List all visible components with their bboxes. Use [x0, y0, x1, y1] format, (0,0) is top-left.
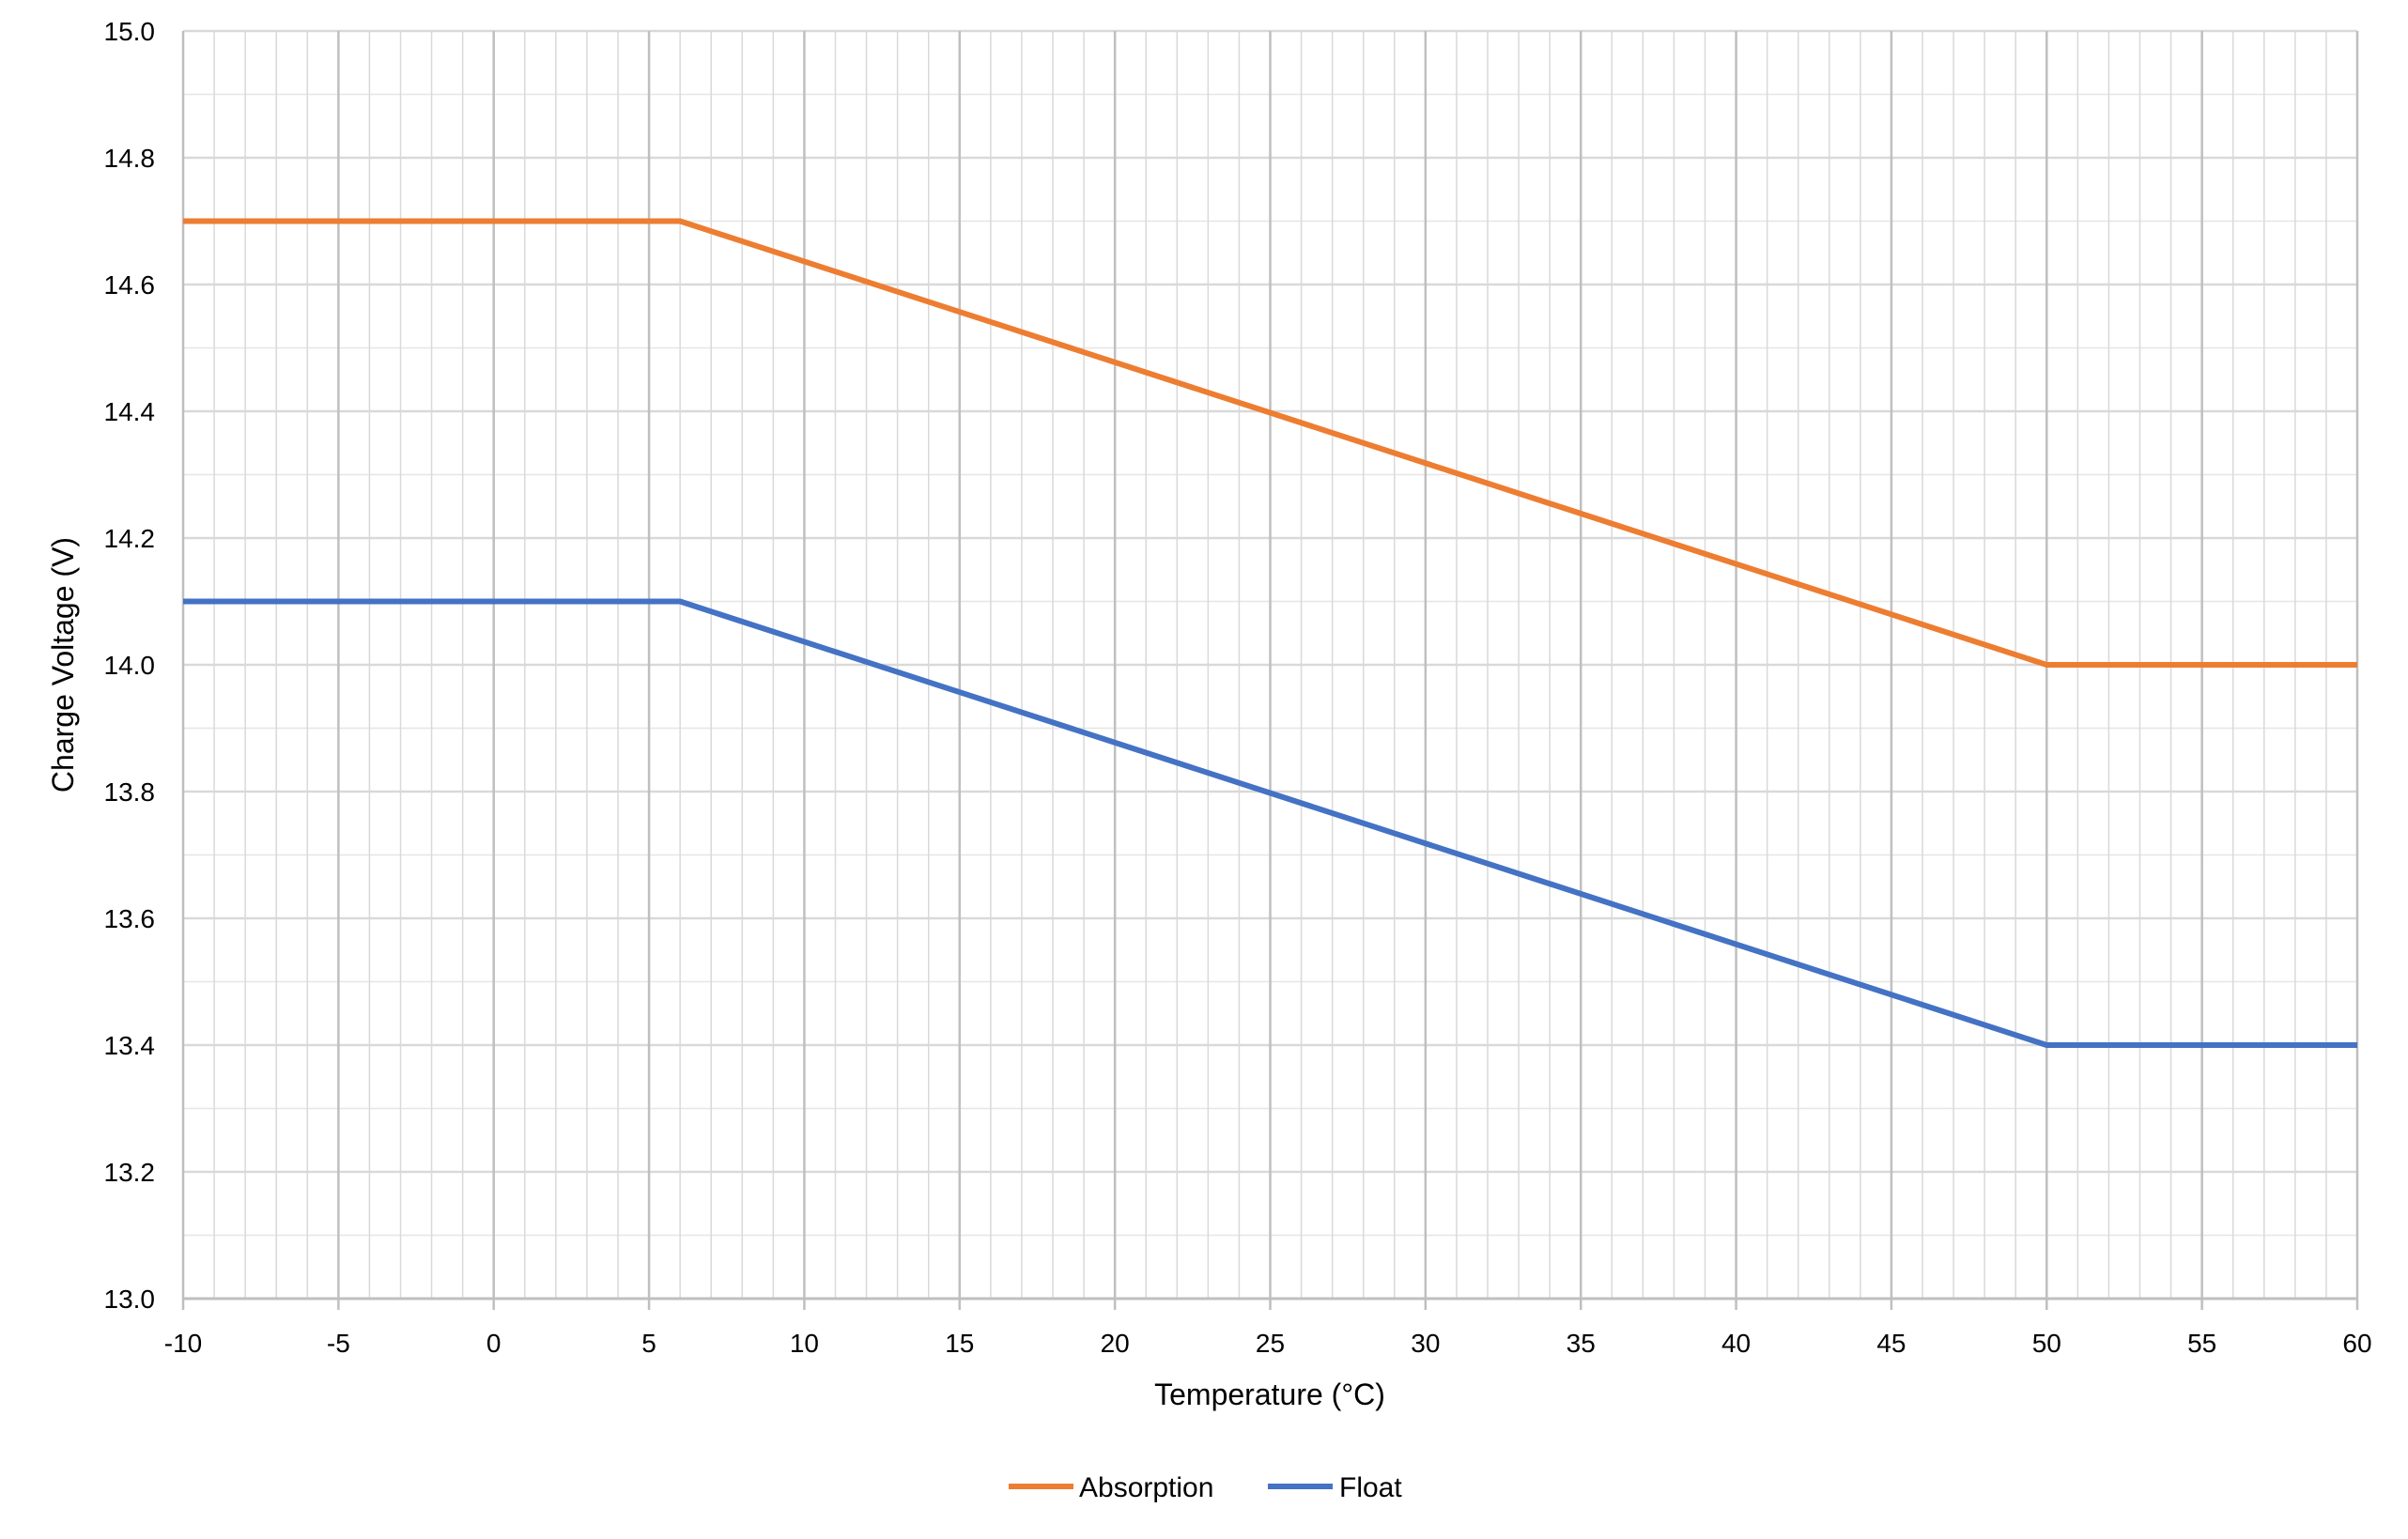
legend-label-absorption: Absorption — [1079, 1472, 1213, 1503]
y-tick-label: 14.4 — [104, 397, 156, 426]
y-tick-label: 14.6 — [104, 270, 156, 300]
y-tick-label: 13.8 — [104, 777, 156, 807]
y-tick-label: 14.8 — [104, 144, 156, 173]
y-tick-label: 14.2 — [104, 524, 156, 553]
y-tick-label: 13.4 — [104, 1031, 156, 1060]
series-line-absorption — [183, 218, 2357, 668]
y-tick-label: 13.2 — [104, 1158, 156, 1187]
x-tick-label: 15 — [945, 1329, 974, 1358]
x-tick-label: -10 — [164, 1329, 202, 1358]
series-line-float — [183, 598, 2357, 1048]
x-tick-label: 20 — [1101, 1329, 1130, 1358]
x-tick-label: 45 — [1876, 1329, 1906, 1358]
y-tick-label: 15.0 — [104, 17, 156, 46]
y-tick-label: 13.6 — [104, 904, 156, 933]
legend-label-float: Float — [1339, 1472, 1402, 1503]
y-tick-label: 14.0 — [104, 651, 156, 680]
x-tick-label: 30 — [1411, 1329, 1440, 1358]
x-tick-label: 60 — [2342, 1329, 2371, 1358]
x-axis-title: Temperature (°C) — [1154, 1377, 1385, 1411]
x-tick-label: -5 — [327, 1329, 350, 1358]
x-tick-label: 0 — [486, 1329, 502, 1358]
y-tick-label: 13.0 — [104, 1285, 156, 1314]
tick-labels: 13.0 13.2 13.4 13.6 13.8 14.0 14.2 14.4 14.6 14.8… — [104, 17, 2372, 1358]
x-tick-label: 55 — [2187, 1329, 2216, 1358]
x-tick-label: 25 — [1256, 1329, 1285, 1358]
x-tick-label: 50 — [2032, 1329, 2061, 1358]
series-lines — [183, 218, 2357, 1048]
x-tick-label: 10 — [790, 1329, 819, 1358]
x-tick-label: 35 — [1567, 1329, 1596, 1358]
x-tick-label: 40 — [1721, 1329, 1751, 1358]
y-axis-title: Charge Voltage (V) — [46, 537, 80, 793]
x-tick-label: 5 — [641, 1329, 656, 1358]
legend: Absorption Float — [1009, 1472, 1402, 1503]
